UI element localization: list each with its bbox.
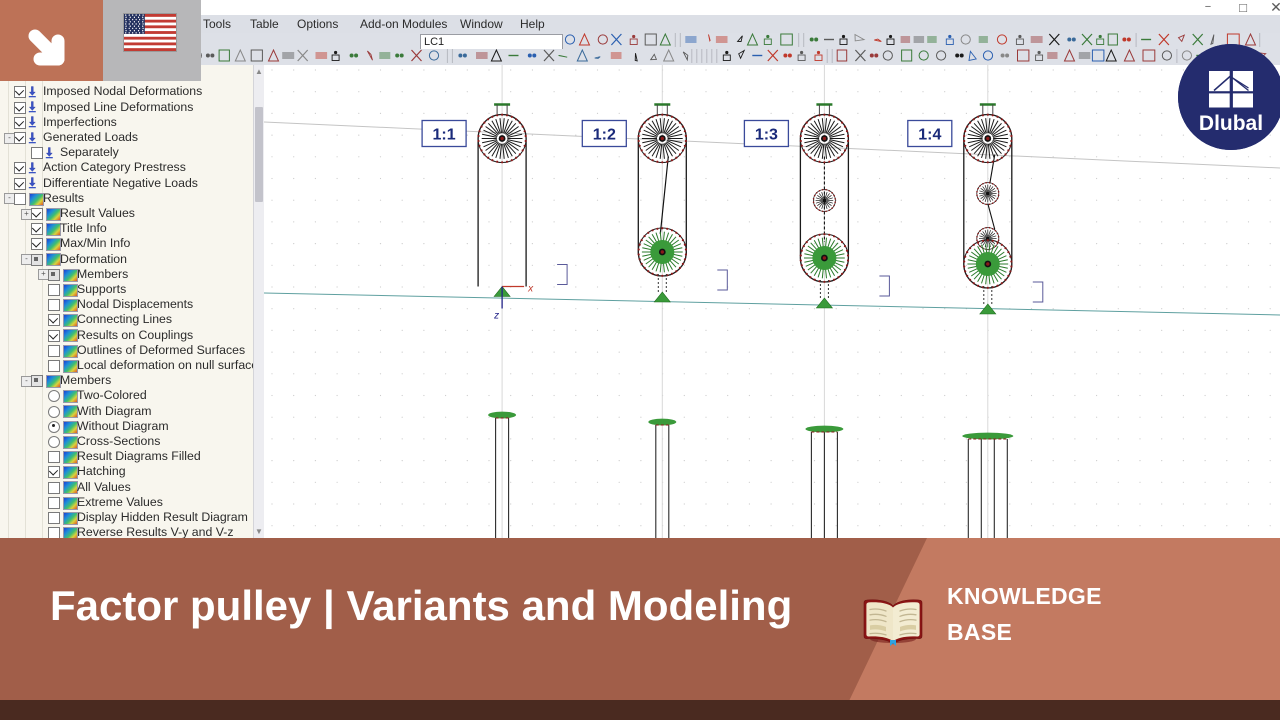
svg-text:z: z <box>493 311 499 322</box>
svg-text:1:1: 1:1 <box>433 127 456 144</box>
svg-text:1:3: 1:3 <box>755 127 778 144</box>
svg-text:1:4: 1:4 <box>918 127 941 144</box>
svg-text:1:2: 1:2 <box>593 127 616 144</box>
svg-text:x: x <box>527 284 534 295</box>
